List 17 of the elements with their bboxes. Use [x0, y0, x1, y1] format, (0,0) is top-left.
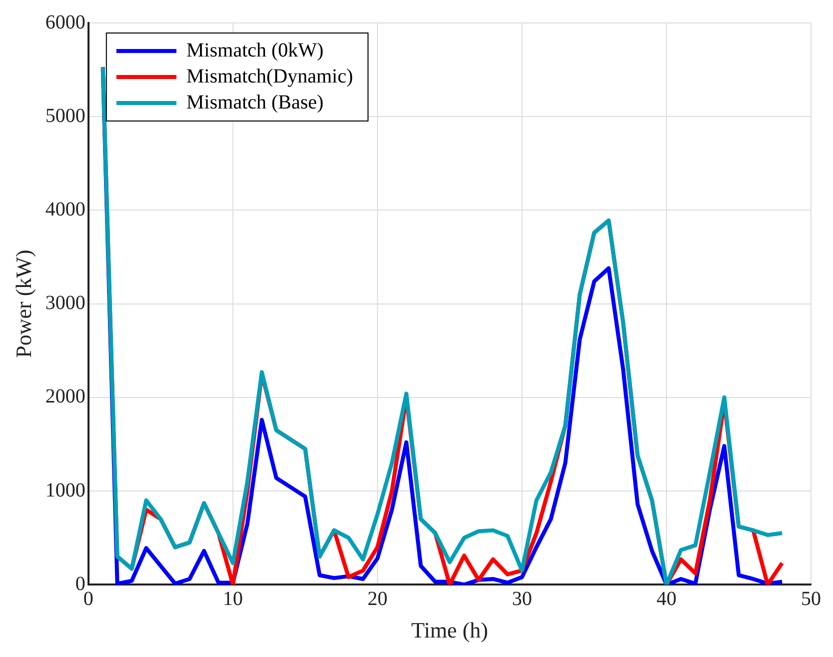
y-axis-title: Power (kW) [10, 250, 36, 358]
legend-label: Mismatch (Base) [186, 91, 324, 114]
legend-label: Mismatch (0kW) [186, 39, 324, 62]
x-tick-label: 30 [512, 588, 532, 610]
y-tick-label: 2000 [45, 386, 86, 408]
y-tick-label: 3000 [45, 292, 86, 314]
x-tick-label: 20 [367, 588, 388, 610]
x-axis-title: Time (h) [411, 618, 488, 643]
x-tick-label: 10 [222, 588, 243, 610]
y-tick-label: 0 [75, 572, 86, 595]
y-tick-label: 6000 [45, 11, 86, 34]
legend-label: Mismatch(Dynamic) [186, 65, 354, 88]
y-tick-label: 1000 [45, 479, 86, 502]
y-tick-label: 5000 [45, 104, 86, 127]
y-tick-label: 4000 [45, 198, 86, 220]
x-tick-label: 40 [656, 588, 676, 610]
x-tick-label: 50 [801, 588, 821, 610]
